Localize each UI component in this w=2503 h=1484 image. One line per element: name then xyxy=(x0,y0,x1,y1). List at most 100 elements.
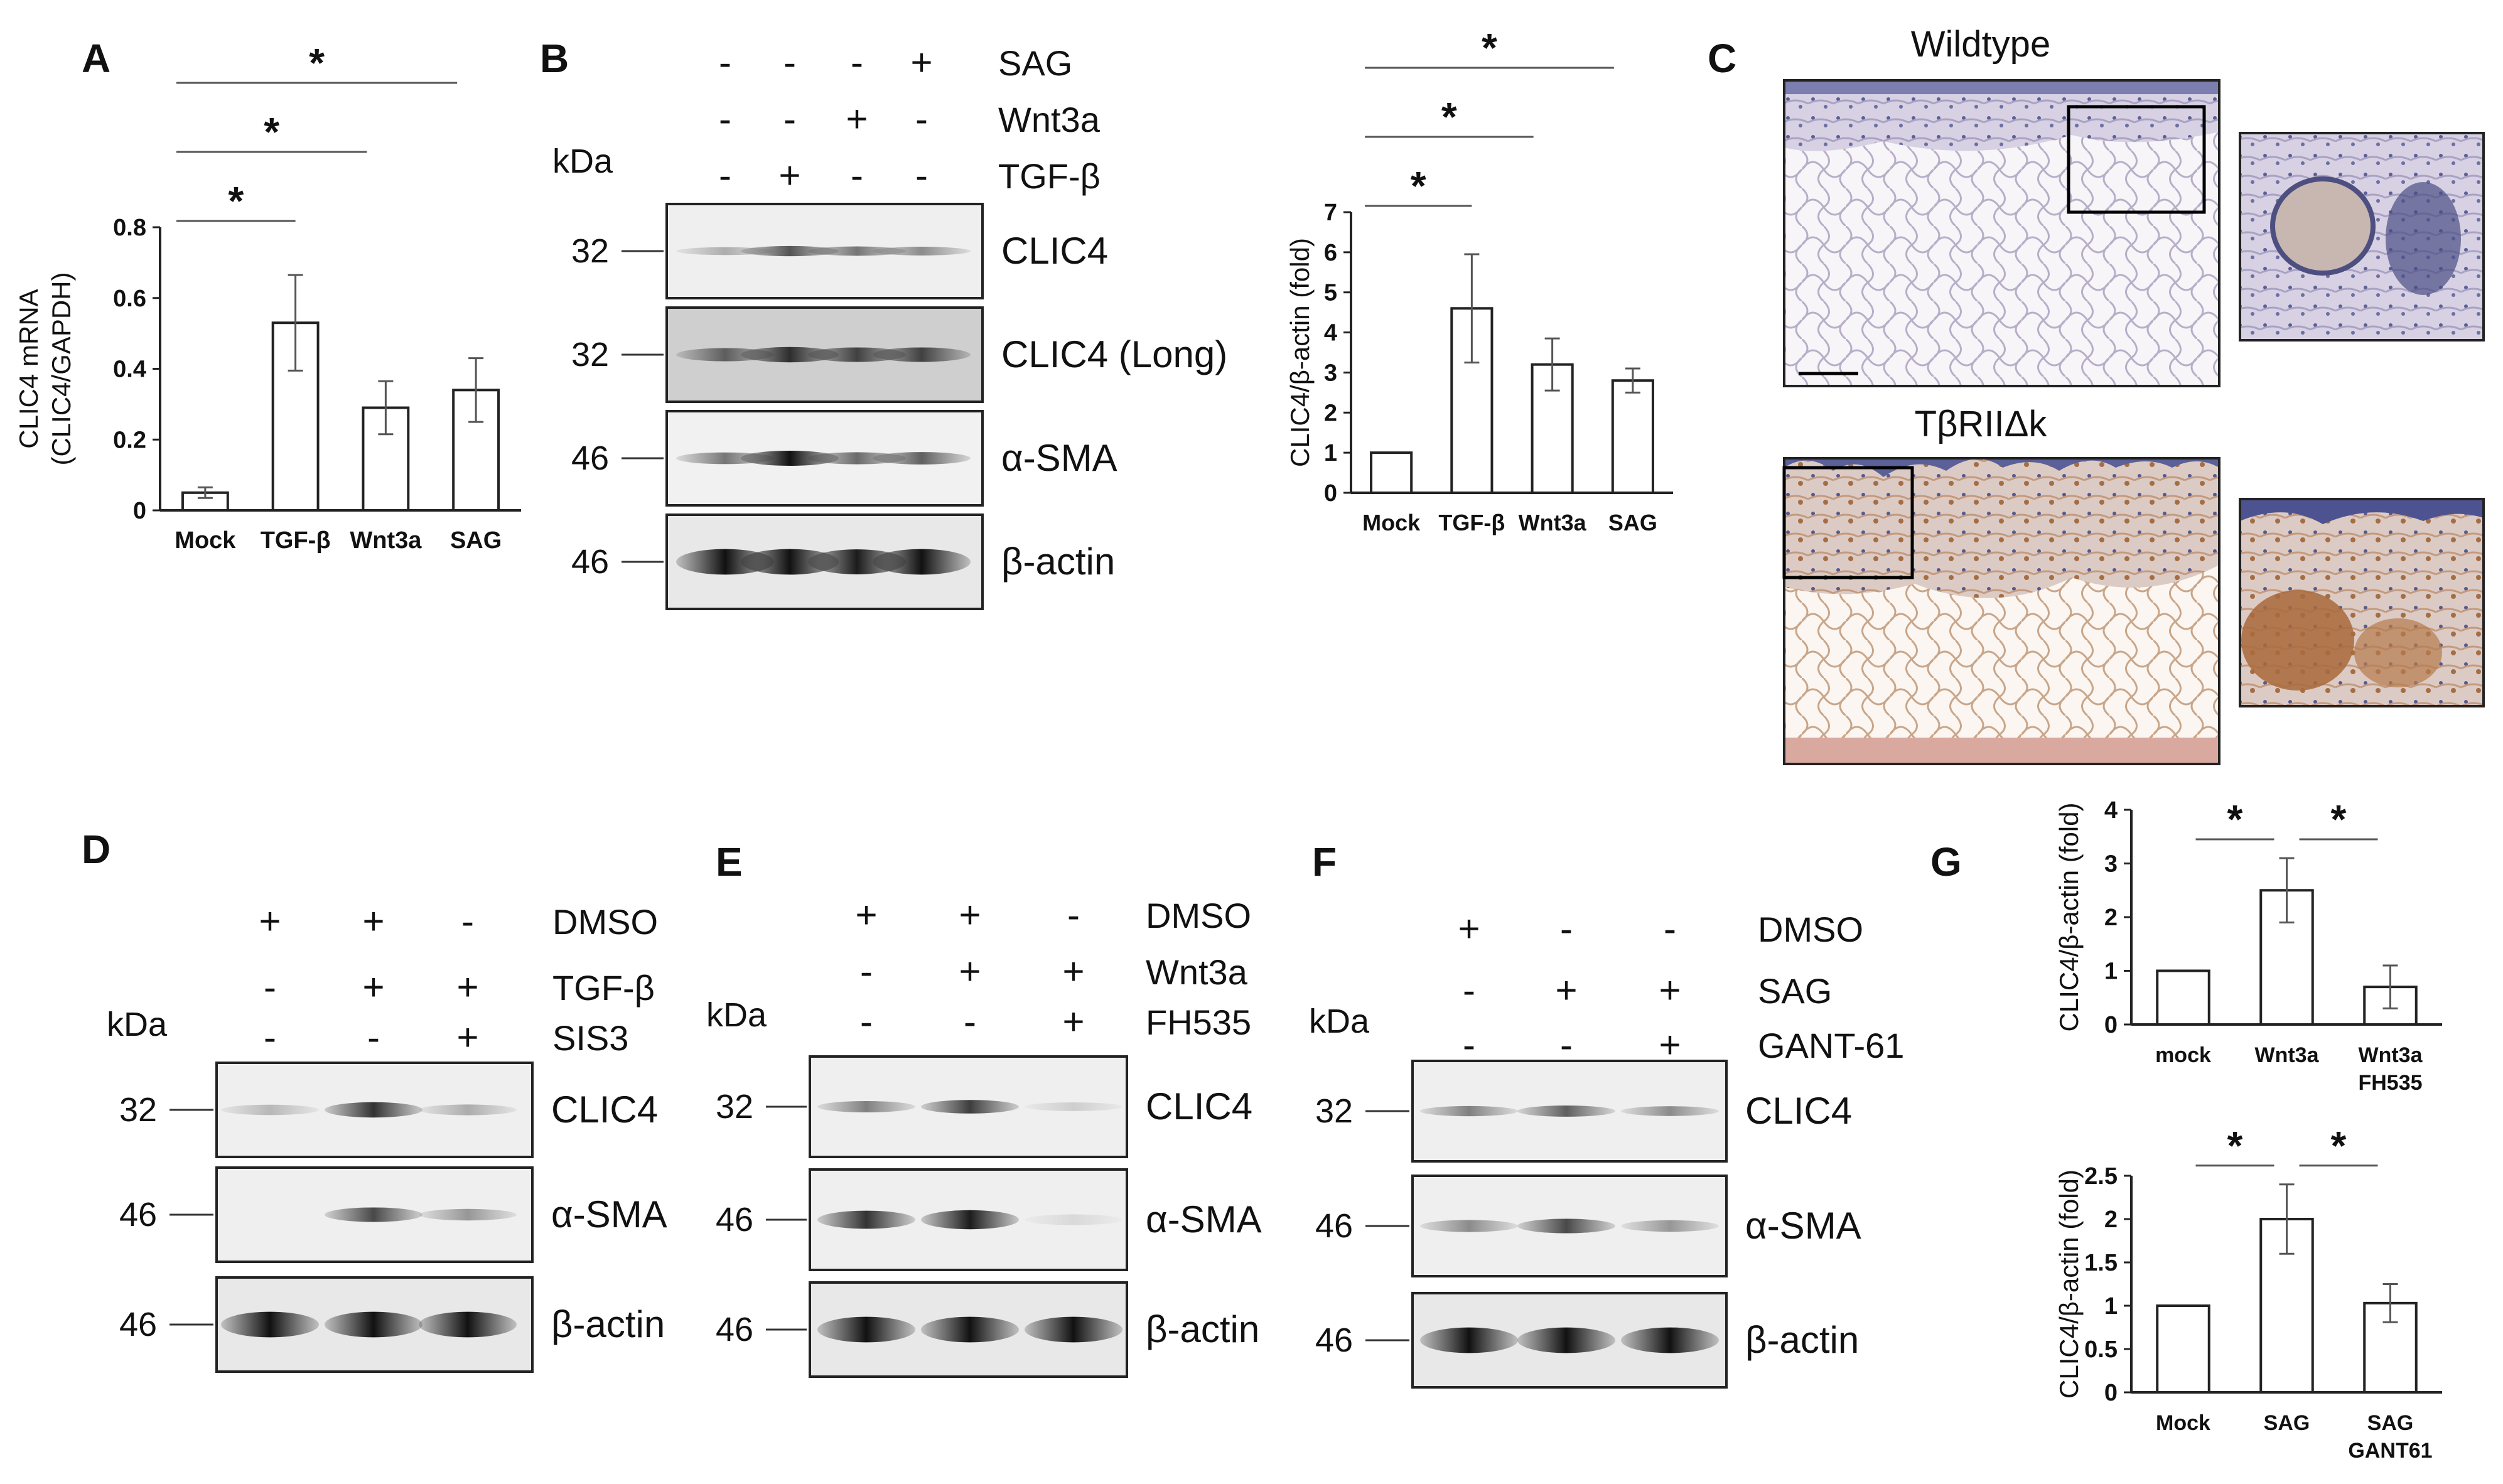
panel-label-a: A xyxy=(82,36,110,81)
y-tick-label: 0.6 xyxy=(113,286,146,312)
mw-marker: 32 xyxy=(571,336,609,374)
panel-label-c: C xyxy=(1708,36,1736,81)
treatment-name: SAG xyxy=(998,43,1072,83)
significance-star: * xyxy=(264,109,279,154)
mw-marker: 32 xyxy=(119,1091,157,1129)
treatment-sign: - xyxy=(783,98,796,140)
x-tick-label: Wnt3a xyxy=(350,527,422,554)
band xyxy=(1517,1105,1615,1117)
treatment-sign: - xyxy=(1560,908,1573,950)
panel-label-d: D xyxy=(82,827,110,872)
treatment-sign: - xyxy=(915,98,928,140)
y-tick-label: 2.5 xyxy=(2084,1163,2118,1190)
treatment-name: DMSO xyxy=(1758,910,1863,949)
panel-label-e: E xyxy=(716,839,743,884)
blot-d: + + - DMSO - + + TGF-β - - + SIS3 kDa 32 CLIC4 46 α-SM… xyxy=(107,900,667,1373)
treatment-sign: - xyxy=(851,154,863,196)
significance-star: * xyxy=(228,178,244,223)
treatment-name: FH535 xyxy=(1146,1003,1251,1042)
bar xyxy=(1611,379,1654,495)
y-axis-label: (CLIC4/GAPDH) xyxy=(46,272,76,465)
treatment-sign: - xyxy=(1560,1024,1573,1066)
tbrii-image xyxy=(1782,457,2220,765)
band xyxy=(1420,1220,1518,1232)
treatment-sign: - xyxy=(1664,908,1676,950)
y-tick-label: 2 xyxy=(1324,400,1337,426)
treatment-sign: - xyxy=(264,1016,276,1058)
treatment-sign: + xyxy=(1458,908,1480,950)
significance-star: * xyxy=(2227,1123,2243,1168)
significance-star: * xyxy=(1411,163,1426,208)
band xyxy=(741,549,839,575)
treatment-sign: + xyxy=(362,900,384,942)
x-tick-label: Wnt3a xyxy=(1519,510,1587,535)
x-tick-label: mock xyxy=(2155,1043,2211,1067)
x-tick-label: SAG xyxy=(450,527,502,554)
band xyxy=(1621,1106,1719,1116)
y-tick-label: 6 xyxy=(1324,240,1337,266)
band xyxy=(325,1207,423,1222)
y-tick-label: 5 xyxy=(1324,280,1337,306)
treatment-sign: - xyxy=(964,1001,976,1043)
band xyxy=(921,1100,1019,1114)
treatment-name: TGF-β xyxy=(552,968,655,1008)
protein-label: α-SMA xyxy=(1001,437,1117,479)
significance-star: * xyxy=(2331,1123,2347,1168)
band xyxy=(325,1102,423,1118)
y-tick-label: 4 xyxy=(2104,797,2118,824)
band xyxy=(921,1316,1019,1343)
y-tick-label: 0 xyxy=(2104,1380,2118,1406)
treatment-sign: + xyxy=(1062,1001,1084,1043)
wildtype-title: Wildtype xyxy=(1911,24,2050,65)
band xyxy=(1517,1218,1615,1234)
kda-label: kDa xyxy=(107,1006,168,1043)
kda-label: kDa xyxy=(552,142,613,180)
mw-marker: 46 xyxy=(571,543,609,581)
treatment-name: Wnt3a xyxy=(998,100,1101,139)
treatment-sign: + xyxy=(959,894,981,936)
y-tick-label: 0 xyxy=(133,498,146,524)
treatment-sign: - xyxy=(1067,894,1080,936)
treatment-sign: - xyxy=(719,154,731,196)
treatment-sign: - xyxy=(1463,1024,1475,1066)
treatment-sign: - xyxy=(1463,969,1475,1011)
panel-label-f: F xyxy=(1312,839,1337,884)
band xyxy=(817,1316,915,1343)
mw-marker: 46 xyxy=(1315,1207,1353,1245)
y-axis-label: CLIC4/β-actin (fold) xyxy=(2054,1169,2084,1399)
treatment-sign: - xyxy=(367,1016,380,1058)
y-tick-label: 2 xyxy=(2104,905,2118,931)
significance-star: * xyxy=(309,40,325,85)
y-tick-label: 4 xyxy=(1324,320,1337,347)
protein-label: β-actin xyxy=(1001,540,1115,583)
chart-b-quant: 0 1 2 3 4 5 6 7 CLIC4/β-actin (fold) Mock TGF-β Wnt… xyxy=(1285,25,1673,535)
protein-label: α-SMA xyxy=(1745,1205,1861,1247)
x-tick-label: SAG xyxy=(1608,510,1657,535)
protein-label: CLIC4 xyxy=(551,1089,658,1131)
band xyxy=(741,245,839,257)
y-tick-label: 2 xyxy=(2104,1207,2118,1233)
band xyxy=(419,1311,517,1338)
y-tick-label: 1.5 xyxy=(2084,1250,2118,1276)
mw-marker: 46 xyxy=(119,1306,157,1343)
mw-marker: 46 xyxy=(716,1201,753,1239)
significance-star: * xyxy=(2331,797,2347,842)
mw-marker: 32 xyxy=(571,232,609,270)
x-tick-label: GANT61 xyxy=(2348,1439,2432,1463)
band xyxy=(873,549,971,575)
kda-label: kDa xyxy=(706,996,767,1034)
y-tick-label: 3 xyxy=(1324,360,1337,386)
x-tick-label: Mock xyxy=(1362,510,1421,535)
treatment-sign: + xyxy=(456,1016,478,1058)
panel-label-g: G xyxy=(1930,839,1962,884)
band xyxy=(873,347,971,362)
wildtype-zoom-image xyxy=(2239,132,2485,341)
band xyxy=(1025,1214,1122,1225)
x-tick-label: SAG xyxy=(2367,1411,2414,1435)
band xyxy=(1025,1102,1122,1111)
x-tick-label: Wnt3a xyxy=(2359,1043,2423,1067)
treatment-name: SAG xyxy=(1758,971,1832,1011)
y-axis-label: CLIC4 mRNA xyxy=(14,289,43,448)
blot-f: + - - DMSO - + + SAG - - + GANT-61 kDa 32 CLIC4 46 α-S… xyxy=(1309,908,1904,1389)
treatment-sign: - xyxy=(719,98,731,140)
